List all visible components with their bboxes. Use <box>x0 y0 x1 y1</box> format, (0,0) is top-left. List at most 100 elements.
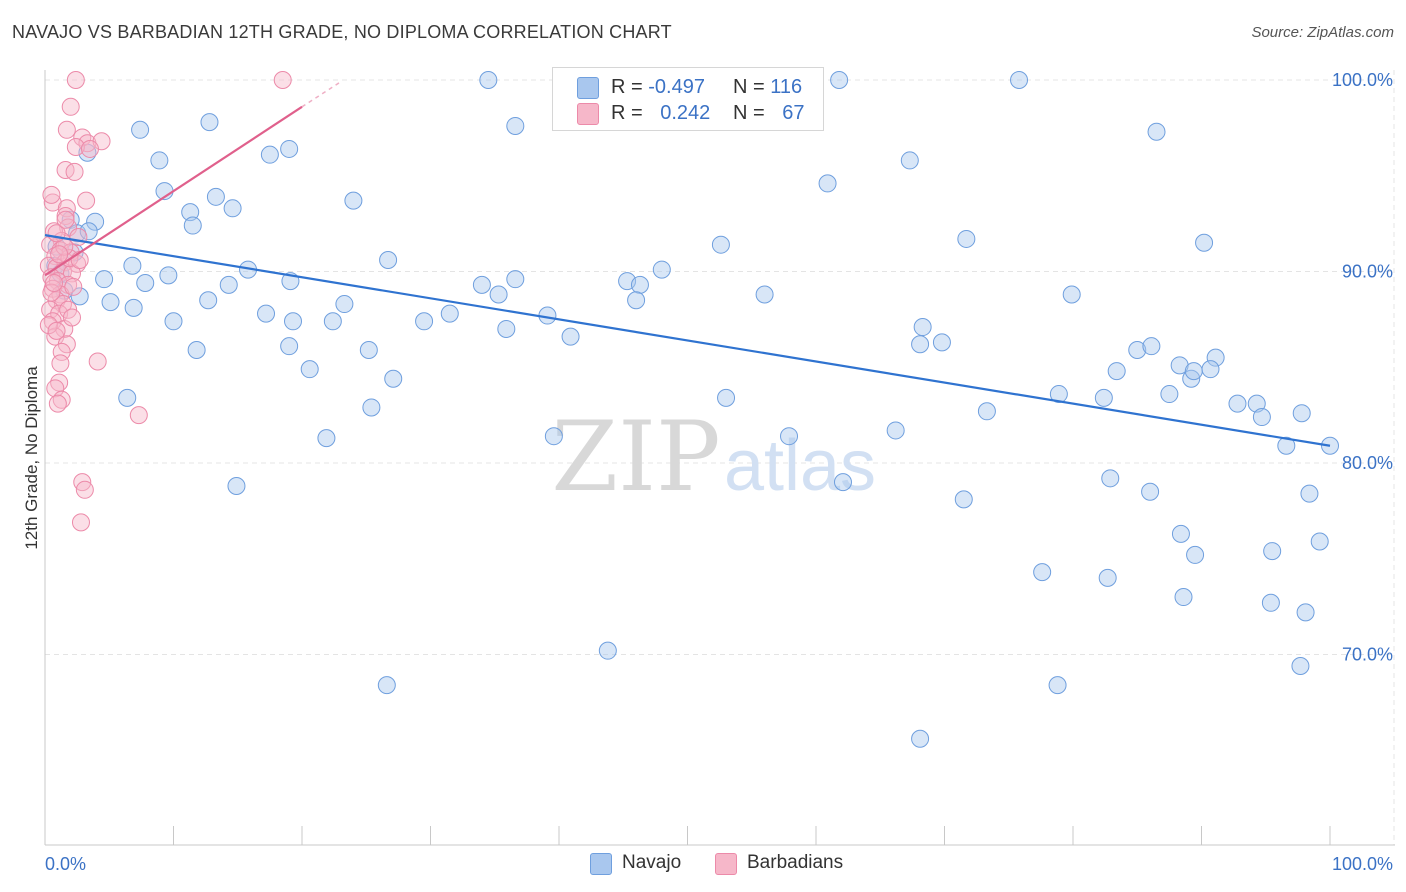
barbadian-point <box>56 210 75 229</box>
watermark: ZIP atlas <box>551 401 876 513</box>
navajo-point <box>317 429 336 448</box>
legend-n-label: N = <box>733 102 765 124</box>
navajo-point <box>1247 394 1266 413</box>
legend-r: R = 0.242 <box>611 102 710 125</box>
barbadian-point <box>62 308 81 327</box>
navajo-point <box>954 490 973 509</box>
navajo-point <box>384 369 403 388</box>
x-tick-label-min: 0.0% <box>45 854 86 874</box>
barbadian-point <box>48 394 67 413</box>
barbadian-point <box>50 245 69 264</box>
navajo-point <box>95 270 114 289</box>
navajo-point <box>284 312 303 331</box>
navajo-point <box>1206 348 1225 367</box>
navajo-point <box>1101 469 1120 488</box>
navajo-point <box>506 116 525 135</box>
navajo-point <box>200 113 219 132</box>
watermark-atlas: atlas <box>724 426 876 506</box>
navajo-point <box>123 256 142 275</box>
navajo-point <box>911 335 930 354</box>
navajo-point <box>300 360 319 379</box>
legend-n: N = 116 <box>733 76 802 99</box>
stats-legend: R = -0.497 N = 116 R = 0.242 N = 67 <box>552 67 824 131</box>
barbadian-point <box>75 480 94 499</box>
y-tick-label: 80.0% <box>1342 453 1393 473</box>
x-tick-label-max: 100.0% <box>1332 854 1393 874</box>
legend-n-value: 67 <box>782 102 805 124</box>
navajo-point <box>886 421 905 440</box>
legend-n: N = 67 <box>733 102 805 125</box>
navajo-point <box>479 71 498 89</box>
navajo-point <box>164 312 183 331</box>
navajo-point <box>711 235 730 254</box>
y-axis-label: 12th Grade, No Diploma <box>22 366 41 550</box>
navajo-point <box>131 120 150 139</box>
y-tick-label: 100.0% <box>1332 70 1393 90</box>
navajo-point <box>1261 593 1280 612</box>
navajo-point <box>181 203 200 222</box>
barbadian-point <box>77 191 96 210</box>
navajo-point <box>1174 588 1193 607</box>
navajo-point <box>1160 385 1179 404</box>
navajo-point <box>159 266 178 285</box>
navajo-point <box>187 341 206 360</box>
trend-lines <box>44 81 1331 447</box>
y-tick-label: 90.0% <box>1342 262 1393 282</box>
navajo-point <box>544 427 563 446</box>
navajo-point <box>1107 362 1126 381</box>
navajo-point <box>957 229 976 248</box>
navajo-point <box>1010 71 1029 89</box>
navajo-point <box>833 473 852 492</box>
navajo-point <box>977 402 996 421</box>
barbadian-point <box>51 354 70 373</box>
navajo-point <box>183 216 202 235</box>
navajo-point <box>150 151 169 170</box>
navajo-point <box>1263 542 1282 561</box>
navajo-point <box>206 187 225 206</box>
barbadian-point <box>88 352 107 371</box>
barbadian-point <box>66 138 85 157</box>
navajo-point <box>1292 404 1311 423</box>
barbadian-point <box>80 139 99 158</box>
legend-label-navajo: Navajo <box>622 852 682 873</box>
navajo-point <box>1228 394 1247 413</box>
legend-r-label: R = <box>611 76 643 98</box>
barbadian-point <box>42 185 61 204</box>
navajo-point <box>118 388 137 407</box>
navajo-point <box>219 275 238 294</box>
barbadian-point <box>273 71 292 89</box>
navajo-point <box>472 275 491 294</box>
navajo-point <box>70 287 89 306</box>
barbadian-trend-line <box>44 105 303 277</box>
barbadian-point <box>65 162 84 181</box>
navajo-point <box>630 275 649 294</box>
navajo-point <box>1277 436 1296 455</box>
navajo-point <box>1171 524 1190 543</box>
navajo-point <box>1147 122 1166 141</box>
barbadian-point <box>69 228 88 247</box>
navajo-point <box>377 676 396 695</box>
navajo-swatch <box>590 853 612 875</box>
navajo-point <box>136 273 155 292</box>
navajo-point <box>415 312 434 331</box>
legend-r-value: -0.497 <box>648 76 705 98</box>
navajo-point <box>818 174 837 193</box>
barbadian-point <box>47 321 66 340</box>
navajo-point <box>652 260 671 279</box>
barbadian-point <box>61 97 80 116</box>
navajo-point <box>717 388 736 407</box>
legend-r: R = -0.497 <box>611 76 705 99</box>
navajo-points <box>46 71 1339 748</box>
navajo-point <box>561 327 580 346</box>
navajo-point <box>598 641 617 660</box>
navajo-point <box>830 71 849 89</box>
navajo-point <box>506 270 525 289</box>
navajo-point <box>335 295 354 314</box>
barbadian-trend-extension <box>301 81 341 108</box>
barbadian-point <box>62 264 81 283</box>
navajo-point <box>489 285 508 304</box>
barbadian-point <box>46 379 65 398</box>
legend-row-barbadians: R = 0.242 N = 67 <box>553 101 823 127</box>
barbadian-point <box>57 199 76 218</box>
